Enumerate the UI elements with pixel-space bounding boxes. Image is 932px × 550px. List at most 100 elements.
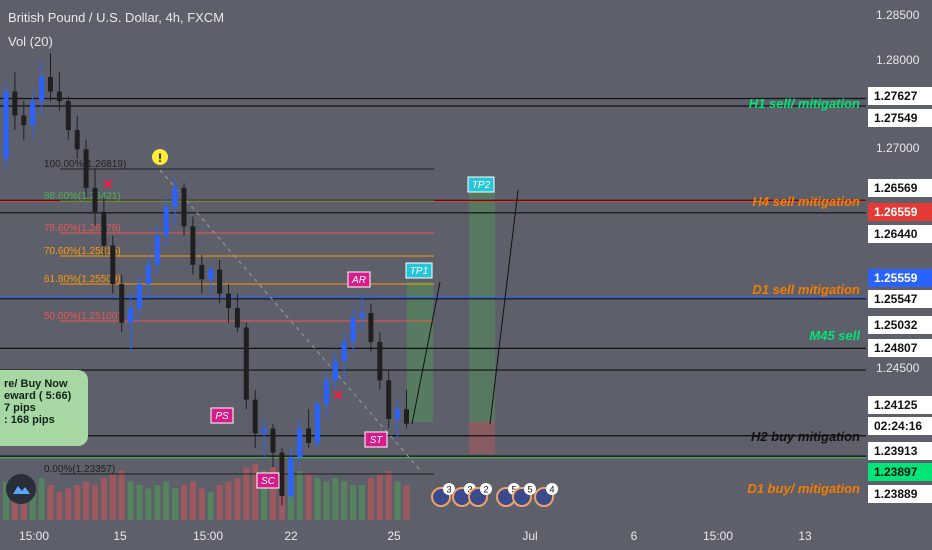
volume-bar: [189, 481, 196, 520]
volume-indicator-label[interactable]: Vol (20): [8, 34, 53, 49]
time-tick-label: 22: [284, 529, 298, 543]
tradingview-logo-icon[interactable]: [6, 474, 36, 504]
time-tick-label: 15:00: [703, 529, 733, 543]
candle-body: [56, 91, 62, 102]
price-marker-label: 1.26559: [874, 205, 918, 219]
candle-body: [172, 187, 178, 208]
event-count-badge: [546, 483, 558, 495]
projection-line: [411, 281, 441, 425]
warning-icon-glyph: !: [158, 151, 162, 165]
zone-label: H4 sell mitigation: [752, 194, 860, 209]
candle-body: [395, 409, 401, 419]
volume-bar: [367, 478, 374, 520]
zone-label: H1 sell/ mitigation: [749, 96, 860, 111]
tp2-tag-box: [467, 176, 495, 193]
event-count: 4: [549, 485, 554, 495]
candle-body: [137, 284, 142, 309]
candle-body: [110, 245, 116, 285]
candle-body: [74, 130, 80, 150]
time-axis-background: [0, 521, 868, 550]
volume-bar: [3, 481, 9, 520]
candle-body: [154, 235, 160, 265]
candle-body: [199, 264, 205, 280]
tp1-tag-label: TP1: [410, 266, 428, 277]
candle-body: [190, 226, 196, 265]
volume-bar: [47, 485, 54, 520]
candle-body: [181, 187, 187, 227]
ar-tag-label: AR: [351, 275, 366, 286]
fib-label: 61.80%(1.25509): [44, 274, 121, 285]
volume-bar: [83, 481, 90, 520]
volume-bar: [216, 485, 223, 520]
candle-body: [119, 284, 125, 323]
candle-body: [101, 211, 107, 246]
price-tick-label: 1.24500: [876, 361, 920, 375]
candle-body: [368, 312, 374, 342]
volume-bar: [225, 481, 232, 520]
volume-bar: [332, 478, 339, 520]
volume-bar: [56, 492, 63, 520]
price-marker-label: 02:24:16: [874, 419, 922, 433]
price-marker-box: [868, 396, 932, 414]
volume-bar: [270, 467, 276, 520]
volume-bar: [20, 495, 27, 520]
fib-label: 88.60%(1.26421): [44, 191, 121, 202]
warning-icon: [152, 149, 168, 165]
volume-bar: [305, 474, 312, 520]
zone-label: M45 sell: [809, 328, 860, 343]
fib-label: 50.00%(1.25100): [44, 311, 121, 322]
trade-info-callout: re/ Buy Now eward ( 5:66) 7 pips : 168 p…: [0, 370, 88, 446]
ps-tag-box: [210, 407, 234, 424]
price-marker-box: [868, 463, 932, 481]
time-tick-label: 13: [798, 529, 812, 543]
candle-body: [306, 428, 312, 443]
candle-body: [21, 115, 27, 126]
price-marker-box: [868, 339, 932, 357]
candle-body: [270, 428, 276, 453]
event-count-badge: [524, 483, 536, 495]
candle-body: [341, 341, 347, 362]
price-tick-label: 1.28500: [876, 8, 920, 22]
volume-bar: [403, 485, 410, 520]
time-tick-label: Jul: [522, 529, 537, 543]
stop-zone: [469, 422, 495, 454]
event-count: 3: [446, 485, 451, 495]
candle-body: [332, 361, 338, 381]
event-count: 5: [511, 485, 516, 495]
price-marker-box: [868, 269, 932, 287]
tp1-zone: [407, 282, 433, 422]
candle-body: [39, 77, 45, 102]
candle-body: [359, 312, 365, 318]
price-tick-label: 1.27000: [876, 141, 920, 155]
volume-bar: [296, 471, 303, 520]
price-tick-label: 1.28000: [876, 53, 920, 67]
candle-body: [323, 380, 329, 405]
event-count: 3: [467, 485, 472, 495]
x-marker-icon: ✕: [332, 387, 344, 403]
time-tick-label: 15: [113, 529, 127, 543]
price-marker-box: [868, 203, 932, 221]
tp2-zone: [469, 192, 495, 422]
volume-bar: [323, 481, 330, 520]
volume-bar: [118, 471, 125, 520]
candle-body: [208, 269, 214, 280]
volume-bar: [385, 471, 392, 520]
candle-body: [350, 317, 356, 342]
st-tag-box: [364, 431, 388, 448]
price-marker-box: [868, 225, 932, 243]
volume-bar: [172, 488, 179, 520]
ps-tag-label: PS: [215, 411, 229, 422]
volume-bar: [181, 485, 187, 520]
candle-body: [12, 91, 18, 116]
price-marker-label: 1.23913: [874, 444, 918, 458]
price-marker-label: 1.25559: [874, 271, 918, 285]
price-marker-box: [868, 485, 932, 503]
volume-bar: [109, 474, 116, 520]
price-marker-label: 1.23889: [874, 487, 918, 501]
callout-line: 7 pips: [4, 402, 36, 414]
volume-bar: [38, 478, 45, 520]
volume-bar: [145, 488, 152, 520]
price-marker-label: 1.23897: [874, 465, 918, 479]
